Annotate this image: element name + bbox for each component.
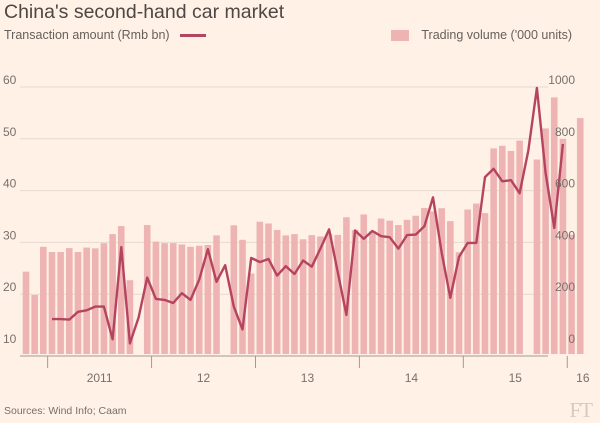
volume-bar — [265, 223, 272, 354]
volume-bar — [117, 226, 125, 354]
x-axis-tick-label: 15 — [509, 371, 523, 385]
volume-bar — [143, 225, 151, 354]
volume-bar — [282, 235, 290, 354]
left-axis-tick-label: 60 — [3, 73, 17, 87]
volume-bar — [204, 244, 212, 354]
volume-bar — [386, 220, 394, 354]
volume-bar — [66, 248, 73, 354]
volume-bar — [403, 219, 411, 354]
volume-bar — [100, 243, 108, 354]
x-axis-tick-label: 12 — [197, 371, 211, 385]
volume-bar — [559, 138, 567, 354]
volume-bar — [334, 234, 342, 354]
source-note: Sources: Wind Info; Caam — [4, 405, 127, 417]
amount-line — [52, 86, 565, 345]
legend-bar-swatch — [391, 29, 410, 41]
volume-bar — [230, 225, 238, 354]
volume-bar — [126, 280, 134, 354]
volume-bar — [429, 211, 437, 354]
legend-line-swatch — [179, 33, 206, 37]
legend-transaction-amount: Transaction amount (Rmb bn) — [4, 28, 206, 42]
volume-bar — [22, 271, 30, 354]
volume-bar — [161, 243, 168, 354]
legend-line-label: Transaction amount (Rmb bn) — [4, 28, 170, 42]
right-axis-tick-label: 400 — [555, 228, 575, 242]
ft-logo: FT — [569, 398, 592, 422]
volume-bar — [395, 225, 402, 354]
volume-bar — [369, 231, 376, 354]
x-axis-tick-label: 13 — [301, 371, 315, 385]
legend-bar-label: Trading volume ('000 units) — [421, 28, 572, 42]
volume-bar — [507, 150, 515, 354]
left-axis-tick-label: 50 — [3, 125, 17, 139]
left-axis-tick-label: 20 — [3, 280, 17, 294]
volume-bar — [421, 207, 428, 354]
volume-bar — [299, 239, 307, 354]
legend-trading-volume: Trading volume ('000 units) — [391, 28, 572, 42]
right-axis-tick-label: 600 — [555, 177, 575, 191]
volume-bar — [31, 294, 38, 354]
volume-bar — [568, 234, 575, 354]
volume-bar — [576, 118, 584, 354]
volume-bar — [325, 234, 333, 354]
volume-bar — [473, 203, 480, 354]
x-axis-tick-label: 14 — [405, 371, 419, 385]
volume-bar — [40, 246, 47, 354]
volume-bar — [83, 247, 90, 354]
volume-bar — [195, 245, 203, 354]
volume-bar — [360, 214, 368, 354]
volume-bar — [490, 148, 497, 354]
left-axis-tick-label: 10 — [3, 332, 17, 346]
volume-bar — [317, 236, 324, 354]
volume-bar — [481, 213, 489, 354]
volume-bar — [291, 234, 298, 354]
volume-bar — [412, 215, 419, 354]
volume-bar — [239, 239, 246, 354]
volume-bar — [213, 235, 220, 354]
right-axis-tick-label: 800 — [555, 125, 575, 139]
volume-bar — [169, 243, 177, 354]
volume-bar — [109, 234, 116, 354]
volume-bar — [499, 145, 506, 354]
volume-bar — [516, 140, 523, 354]
volume-bar — [273, 229, 281, 354]
volume-bar — [447, 221, 454, 354]
volume-bar — [343, 217, 350, 354]
volume-bar — [455, 252, 463, 354]
volume-bar — [308, 235, 316, 354]
transaction-amount-line — [52, 86, 565, 345]
x-axis-tick-label: 16 — [576, 371, 590, 385]
volume-bar — [48, 251, 56, 354]
volume-bar — [247, 273, 255, 354]
chart-title: China's second-hand car market — [4, 1, 285, 23]
volume-bar — [542, 128, 549, 354]
volume-bar — [351, 229, 359, 354]
volume-bar — [464, 209, 471, 354]
volume-bar — [377, 218, 385, 354]
left-axis-tick-label: 40 — [3, 177, 17, 191]
volume-bar — [256, 221, 264, 354]
volume-bar — [57, 251, 64, 354]
volume-bar — [438, 208, 445, 354]
volume-bar — [178, 244, 186, 354]
right-axis-tick-label: 1000 — [548, 73, 575, 87]
volume-bar — [91, 248, 99, 354]
right-axis-tick-label: 200 — [555, 280, 575, 294]
x-axis-tick-label: 2011 — [87, 371, 113, 385]
volume-bar — [74, 251, 82, 354]
left-axis-tick-label: 30 — [3, 228, 17, 242]
volume-bar — [533, 159, 541, 354]
right-axis-tick-label: 0 — [568, 332, 575, 346]
